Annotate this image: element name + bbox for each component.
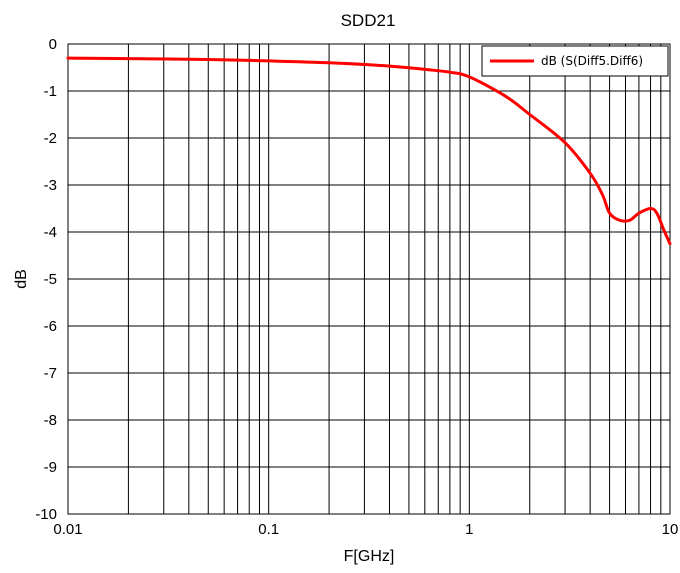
y-tick-label-5: -5	[44, 271, 57, 288]
x-tick-label-0: 0.01	[53, 521, 82, 538]
y-tick-label-8: -8	[44, 412, 57, 429]
series-line-0	[66, 56, 672, 246]
chart-title: SDD21	[341, 11, 396, 30]
y-tick-label-6: -6	[44, 318, 57, 335]
y-tick-label-9: -9	[44, 459, 57, 476]
x-tick-label-2: 1	[465, 521, 473, 538]
grid	[68, 44, 670, 514]
tick-labels: 0.01 0.1 1 10 0 -1 -2 -3 -4 -5 -6 -7 -8 -9 -10	[35, 36, 678, 538]
y-tick-label-0: 0	[49, 36, 57, 53]
y-tick-label-1: -1	[44, 83, 57, 100]
y-axis-label: dB	[13, 269, 30, 289]
plot-area-border	[67, 43, 671, 515]
y-tick-label-10: -10	[35, 506, 57, 523]
y-tick-label-3: -3	[44, 177, 57, 194]
y-tick-label-2: -2	[44, 130, 57, 147]
y-tick-label-7: -7	[44, 365, 57, 382]
x-tick-label-3: 10	[662, 521, 679, 538]
y-tick-label-4: -4	[44, 224, 57, 241]
series	[66, 56, 672, 246]
x-tick-label-1: 0.1	[258, 521, 279, 538]
x-axis-label: F[GHz]	[344, 548, 395, 565]
legend: dB (S(Diff5.Diff6)	[481, 45, 669, 77]
legend-series-label: dB (S(Diff5.Diff6)	[541, 54, 643, 68]
